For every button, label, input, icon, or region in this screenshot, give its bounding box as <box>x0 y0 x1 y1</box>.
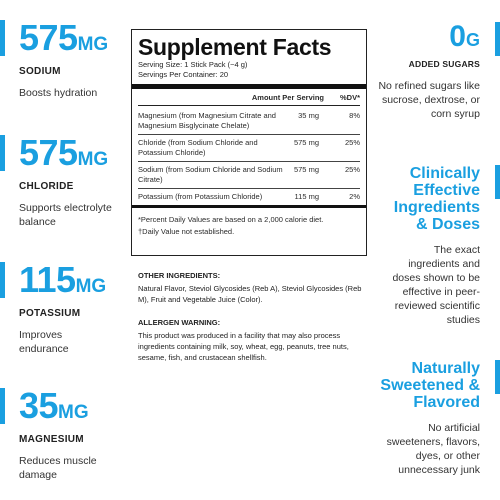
nutrient-dv: 25% <box>344 138 360 147</box>
nutrient-amount: 575 mg <box>293 165 319 174</box>
thin-divider <box>138 105 360 106</box>
accent-bar <box>495 22 500 56</box>
nutrient-name: Sodium (from Sodium Chloride and Sodium … <box>138 165 283 184</box>
stat-sodium: 575MG SODIUM Boosts hydration <box>19 20 108 100</box>
stat-value: 575MG <box>19 132 109 173</box>
sweetened-heading: Naturally Sweetened & Flavored <box>380 360 480 411</box>
stat-name: POTASSIUM <box>19 308 81 319</box>
serving-size: Serving Size: 1 Stick Pack (~4 g) <box>138 60 248 69</box>
stat-desc: Reduces muscle damage <box>19 455 97 481</box>
accent-bar <box>0 135 5 171</box>
sugar-desc: No refined sugars like sucrose, dextrose… <box>378 80 480 120</box>
added-sugars-block: 0G ADDED SUGARS No refined sugars like s… <box>375 22 480 121</box>
sugar-name: ADDED SUGARS <box>408 59 480 69</box>
footnote: *Percent Daily Values are based on a 2,0… <box>138 215 324 224</box>
accent-bar <box>0 20 5 56</box>
stat-magnesium: 35MG MAGNESIUM Reduces muscle damage <box>19 388 109 482</box>
nutrient-dv: 8% <box>349 111 360 120</box>
thick-divider <box>132 205 366 208</box>
nutrient-amount: 115 mg <box>294 192 319 201</box>
right-benefits-column: 0G ADDED SUGARS No refined sugars like s… <box>378 0 500 500</box>
stat-name: CHLORIDE <box>19 181 74 192</box>
nutrient-name: Magnesium (from Magnesium Citrate and Ma… <box>138 111 276 130</box>
facts-row: Chloride (from Sodium Chloride and Potas… <box>138 135 360 162</box>
nutrient-amount: 575 mg <box>293 138 319 147</box>
stat-value: 115MG <box>19 259 107 300</box>
servings-per-container: Servings Per Container: 20 <box>138 70 229 79</box>
stat-desc: Supports electrolyte balance <box>19 202 112 228</box>
ingredients-section: OTHER INGREDIENTS: Natural Flavor, Stevi… <box>138 270 374 375</box>
allergen-label: ALLERGEN WARNING: <box>138 318 221 327</box>
supplement-facts-panel: Supplement Facts Serving Size: 1 Stick P… <box>131 29 367 256</box>
facts-title: Supplement Facts <box>138 34 332 60</box>
nutrient-dv: 2% <box>349 192 360 201</box>
accent-bar <box>0 262 5 298</box>
sweetened-desc: No artificial sweeteners, flavors, dyes,… <box>386 422 480 476</box>
facts-row: Magnesium (from Magnesium Citrate and Ma… <box>138 108 360 135</box>
nutrient-amount: 35 mg <box>298 111 319 120</box>
amount-header: Amount Per Serving <box>251 93 324 102</box>
ingredients-text: Natural Flavor, Steviol Glycosides (Reb … <box>138 284 362 304</box>
facts-row: Sodium (from Sodium Chloride and Sodium … <box>138 162 360 189</box>
stat-desc: Improves endurance <box>19 329 69 355</box>
thick-divider <box>132 84 366 89</box>
stat-name: MAGNESIUM <box>19 434 84 445</box>
left-stats-column: 575MG SODIUM Boosts hydration 575MG CHLO… <box>0 0 130 500</box>
allergen-text: This product was produced in a facility … <box>138 331 349 362</box>
facts-row: Potassium (from Potassium Chloride) 115 … <box>138 189 360 205</box>
clinical-heading: Clinically Effective Ingredients & Doses <box>393 165 480 233</box>
sugar-value: 0G <box>449 20 480 53</box>
facts-header-row: Amount Per Serving %DV* <box>138 92 360 103</box>
stat-value: 575MG <box>19 17 109 58</box>
accent-bar <box>495 165 500 199</box>
stat-name: SODIUM <box>19 66 61 77</box>
stat-desc: Boosts hydration <box>19 87 98 99</box>
stat-value: 35MG <box>19 385 89 426</box>
ingredients-label: OTHER INGREDIENTS: <box>138 271 221 280</box>
nutrient-dv: 25% <box>344 165 360 174</box>
footnote: †Daily Value not established. <box>138 227 235 236</box>
accent-bar <box>495 360 500 394</box>
nutrient-name: Potassium (from Potassium Chloride) <box>138 192 263 201</box>
clinical-desc: The exact ingredients and doses shown to… <box>392 244 480 326</box>
clinical-block: Clinically Effective Ingredients & Doses… <box>380 165 480 327</box>
nutrient-name: Chloride (from Sodium Chloride and Potas… <box>138 138 258 157</box>
sweetened-block: Naturally Sweetened & Flavored No artifi… <box>380 360 480 477</box>
accent-bar <box>0 388 5 424</box>
stat-chloride: 575MG CHLORIDE Supports electrolyte bala… <box>19 135 124 229</box>
stat-potassium: 115MG POTASSIUM Improves endurance <box>19 262 109 356</box>
dv-header: %DV* <box>339 93 360 102</box>
